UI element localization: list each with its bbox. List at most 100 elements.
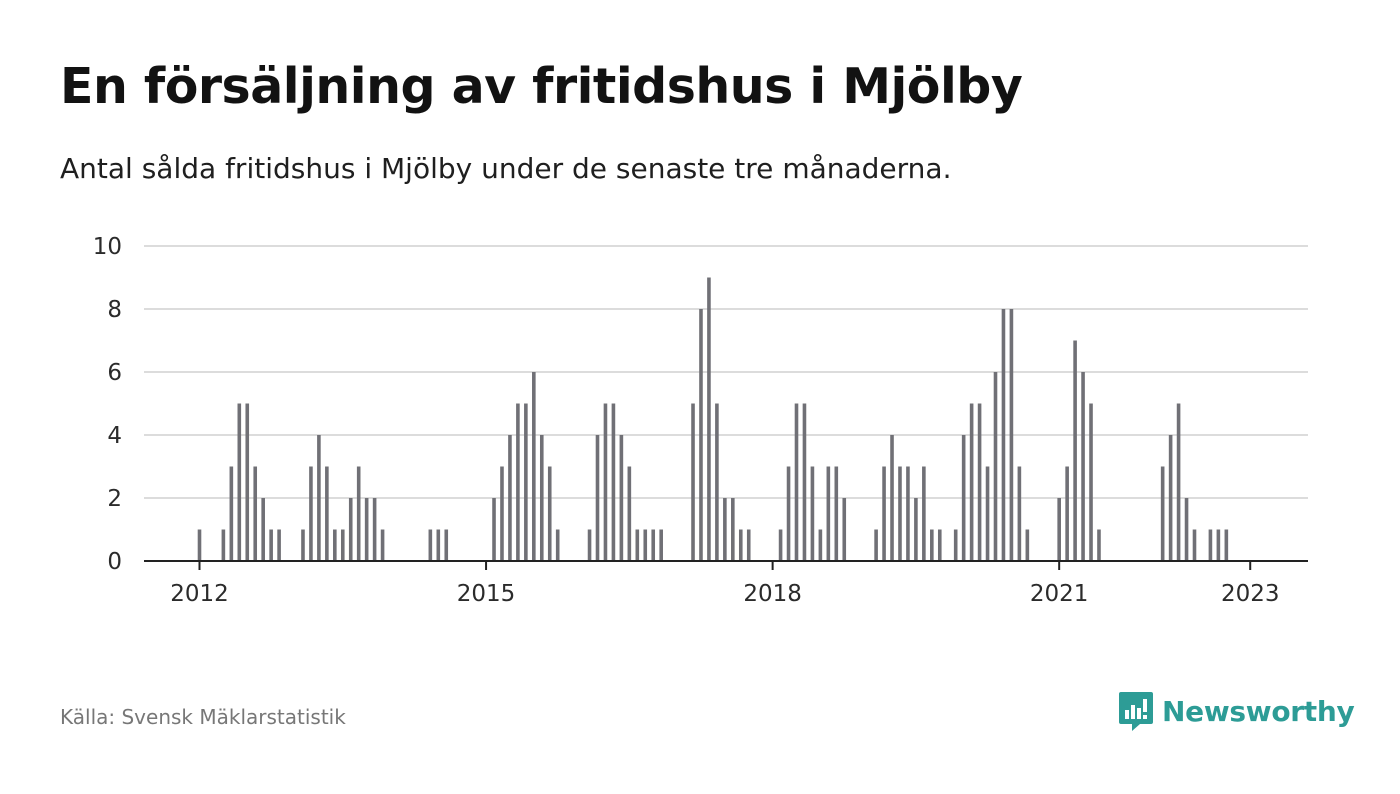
bar [969, 403, 974, 561]
bar [1025, 529, 1030, 561]
bar [818, 529, 823, 561]
bar [1009, 309, 1014, 561]
x-axis-ticks: 2012 2015 2018 2021 2023 [170, 561, 1279, 607]
bar [547, 466, 552, 561]
bar [826, 466, 831, 561]
bar [906, 466, 910, 561]
bar [603, 403, 608, 561]
bar [611, 403, 616, 561]
bar [364, 498, 369, 561]
y-tick-label: 4 [107, 423, 122, 449]
bars [197, 277, 1229, 561]
bar [516, 403, 520, 561]
bar [1001, 309, 1006, 561]
bar [197, 529, 202, 561]
bar [993, 372, 998, 561]
bar [229, 466, 234, 561]
bar [810, 466, 815, 561]
bar [643, 529, 648, 561]
bar [372, 498, 377, 561]
bar [699, 309, 703, 561]
bar [977, 403, 982, 561]
bar [842, 498, 847, 561]
bar [898, 466, 902, 561]
chart-title: En försäljning av fritidshus i Mjölby [60, 58, 1023, 115]
bar [882, 466, 886, 561]
bar [715, 403, 719, 561]
bar [1224, 529, 1229, 561]
bar [380, 529, 385, 561]
bar [277, 529, 281, 561]
bar [1160, 466, 1165, 561]
bar [922, 466, 926, 561]
bar [492, 498, 496, 561]
bar [985, 466, 990, 561]
newsworthy-logo-text: Newsworthy [1162, 694, 1355, 728]
bar [1065, 466, 1069, 561]
annotations: 1 [1243, 0, 1258, 6]
newsworthy-logo-icon [1119, 692, 1153, 731]
y-tick-label: 6 [107, 360, 122, 386]
y-tick-label: 0 [107, 549, 122, 575]
bar [627, 466, 632, 561]
bar [786, 466, 791, 561]
x-tick-label: 2021 [1030, 581, 1089, 607]
bar [914, 498, 918, 561]
bar [539, 435, 544, 561]
bar [1089, 403, 1093, 561]
bar [348, 498, 353, 561]
bar [890, 435, 894, 561]
bar [1168, 435, 1173, 561]
bar [317, 435, 321, 561]
newsworthy-logo[interactable]: Newsworthy [1118, 690, 1355, 732]
bar [1216, 529, 1221, 561]
x-tick-label: 2018 [743, 581, 802, 607]
bar [731, 498, 735, 561]
x-tick-label: 2012 [170, 581, 229, 607]
bar [651, 529, 656, 561]
bar [595, 435, 600, 561]
bar [301, 529, 305, 561]
bar [269, 529, 273, 561]
bar [930, 529, 934, 561]
bar [1097, 529, 1101, 561]
bar [340, 529, 345, 561]
bar [356, 466, 361, 561]
bar [524, 403, 528, 561]
bar [221, 529, 226, 561]
bar [532, 372, 536, 561]
bar [555, 529, 560, 561]
bar [253, 466, 258, 561]
x-tick-label: 2015 [457, 581, 516, 607]
bar [707, 277, 711, 561]
highlight-value-label: 1 [1243, 0, 1258, 6]
bar [778, 529, 783, 561]
bar [691, 403, 695, 561]
bar [619, 435, 624, 561]
y-tick-label: 10 [93, 234, 122, 260]
bar [746, 529, 751, 561]
bar [444, 529, 449, 561]
bar [237, 403, 242, 561]
chart-subtitle: Antal sålda fritidshus i Mjölby under de… [60, 152, 952, 185]
bar [1073, 340, 1077, 561]
bar [1081, 372, 1085, 561]
bar [436, 529, 441, 561]
bar [1208, 529, 1213, 561]
bar [587, 529, 592, 561]
bar [738, 529, 743, 561]
bar [1017, 466, 1022, 561]
bar [874, 529, 878, 561]
y-axis-ticks: 0 2 4 6 8 10 [93, 234, 122, 575]
x-tick-label: 2023 [1221, 581, 1280, 607]
bar [659, 529, 663, 561]
bar [937, 529, 942, 561]
bar [1184, 498, 1189, 561]
bar [794, 403, 799, 561]
bar [1176, 403, 1181, 561]
bar [1057, 498, 1061, 561]
bar [802, 403, 807, 561]
source-note: Källa: Svensk Mäklarstatistik [60, 705, 346, 729]
bar [834, 466, 839, 561]
bar [500, 466, 504, 561]
